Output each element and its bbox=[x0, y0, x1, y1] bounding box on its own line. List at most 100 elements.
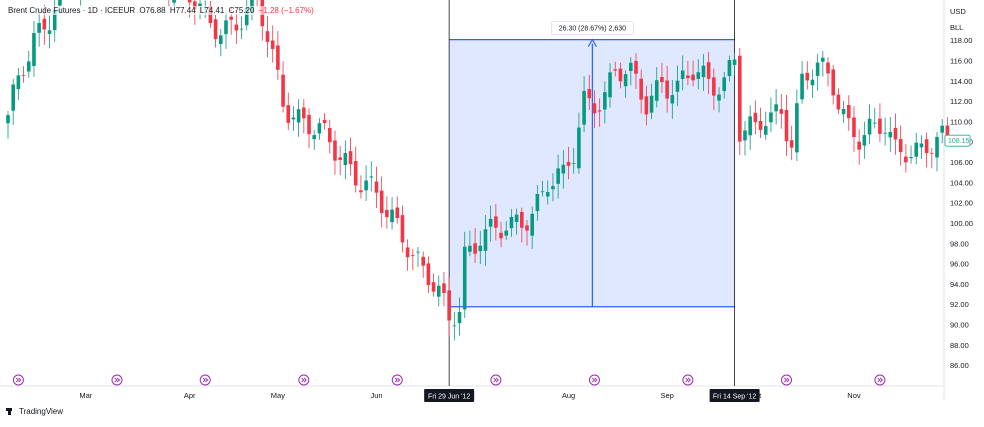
candle-body bbox=[16, 75, 21, 89]
candle-body bbox=[732, 59, 737, 65]
candle-body bbox=[338, 157, 342, 160]
candle-body bbox=[21, 75, 26, 77]
legend-low: L74.41 bbox=[199, 6, 225, 15]
candle-body bbox=[623, 74, 628, 87]
candle-body bbox=[893, 127, 898, 140]
candle-body bbox=[218, 35, 223, 44]
candle-body bbox=[369, 176, 374, 178]
candle-body bbox=[909, 157, 913, 159]
candle-body bbox=[836, 94, 841, 110]
candle-body bbox=[701, 65, 706, 78]
candle-body bbox=[634, 60, 638, 74]
candle-body bbox=[846, 105, 851, 119]
candle-body bbox=[815, 62, 820, 76]
candle-body bbox=[582, 91, 586, 125]
candle-body bbox=[348, 151, 353, 165]
month-tick-label: Apr bbox=[184, 391, 196, 400]
candle-body bbox=[789, 140, 794, 148]
price-tick-label: 102.00 bbox=[950, 199, 973, 208]
candle-body bbox=[359, 190, 363, 193]
last-price-badge bbox=[944, 134, 971, 147]
candle-body bbox=[810, 79, 815, 86]
candle-body bbox=[364, 180, 368, 191]
month-tick-label: Mar bbox=[79, 391, 92, 400]
measure-label: 26.30 (28.67%) 2,630 bbox=[559, 26, 626, 33]
candle-body bbox=[613, 69, 618, 71]
candle-body bbox=[234, 24, 239, 31]
candle-body bbox=[286, 105, 291, 123]
price-tick-label: 114.00 bbox=[950, 77, 972, 86]
event-marker-chevrons bbox=[114, 377, 121, 383]
candle-body bbox=[629, 62, 633, 72]
candle-body bbox=[706, 62, 711, 79]
candle-body bbox=[395, 207, 400, 219]
grid bbox=[0, 0, 945, 400]
measure-end-date-label: Fri 14 Sep '12 bbox=[713, 394, 756, 401]
candle-body bbox=[374, 181, 379, 193]
axis-unit: BLL bbox=[950, 23, 963, 32]
candle-body bbox=[462, 246, 467, 310]
candle-body bbox=[281, 74, 285, 107]
candle-body bbox=[270, 40, 275, 49]
time-axis[interactable]: MarAprMayJunAugSepOctNovFri 29 Jun '12Fr… bbox=[79, 389, 861, 402]
candle-body bbox=[587, 88, 592, 99]
candle-body bbox=[675, 80, 680, 92]
candle-body bbox=[52, 9, 57, 31]
candle-body bbox=[784, 110, 789, 142]
candle-body bbox=[540, 191, 545, 193]
candle-body bbox=[665, 80, 669, 99]
month-tick-label: Nov bbox=[847, 391, 861, 400]
candle-body bbox=[577, 127, 581, 169]
candle-body bbox=[680, 70, 685, 80]
candle-body bbox=[11, 84, 15, 111]
candle-body bbox=[805, 72, 810, 81]
candle-body bbox=[172, 0, 176, 3]
candle-body bbox=[883, 132, 887, 134]
candle-body bbox=[400, 215, 405, 243]
candle-body bbox=[717, 94, 721, 101]
candle-body bbox=[914, 142, 919, 157]
candle-body bbox=[800, 73, 804, 100]
candle-body bbox=[379, 190, 384, 214]
tradingview-logo[interactable]: TradingView bbox=[6, 407, 63, 416]
candle-body bbox=[551, 186, 555, 190]
price-tick-label: 118.00 bbox=[950, 36, 972, 45]
candle-body bbox=[743, 130, 747, 141]
candle-body bbox=[525, 225, 529, 231]
axis-currency: USD bbox=[950, 7, 966, 16]
symbol-legend[interactable]: Brent Crude Futures · 1D · ICEEUR O76.88… bbox=[8, 6, 316, 15]
candle-body bbox=[239, 28, 244, 30]
candle-body bbox=[411, 255, 415, 256]
candle-body bbox=[244, 7, 249, 26]
candle-body bbox=[213, 19, 218, 40]
candle-body bbox=[924, 139, 929, 154]
candle-body bbox=[737, 55, 742, 142]
candle-body bbox=[421, 256, 425, 266]
candle-body bbox=[405, 247, 410, 258]
candle-body bbox=[603, 92, 607, 110]
candle-body bbox=[520, 211, 524, 228]
candle-body bbox=[758, 120, 763, 130]
event-marker-chevrons bbox=[877, 377, 883, 383]
event-marker-chevrons bbox=[493, 377, 499, 383]
candle-body bbox=[727, 60, 732, 77]
candle-body bbox=[343, 152, 348, 165]
measure-start-date-label-bg bbox=[424, 389, 475, 402]
candle-body bbox=[353, 161, 358, 186]
price-tick-label: 98.00 bbox=[950, 239, 969, 248]
price-axis[interactable]: USD BLL 86.00 88.00 90.00 92.00 94.00 96.00 98.0… bbox=[944, 7, 973, 370]
candle-body bbox=[473, 243, 477, 254]
price-tick-label: 94.00 bbox=[950, 280, 969, 289]
candle-body bbox=[26, 61, 31, 72]
candle-body bbox=[898, 139, 903, 153]
candle-body bbox=[872, 122, 877, 124]
candle-body bbox=[322, 119, 327, 124]
price-tick-label: 106.00 bbox=[950, 158, 973, 167]
legend-change: −1.28 (−1.67%) bbox=[258, 6, 314, 15]
candle-body bbox=[592, 103, 597, 114]
candle-body bbox=[37, 23, 41, 33]
price-tick-label: 88.00 bbox=[950, 341, 969, 350]
candle-body bbox=[826, 62, 830, 74]
